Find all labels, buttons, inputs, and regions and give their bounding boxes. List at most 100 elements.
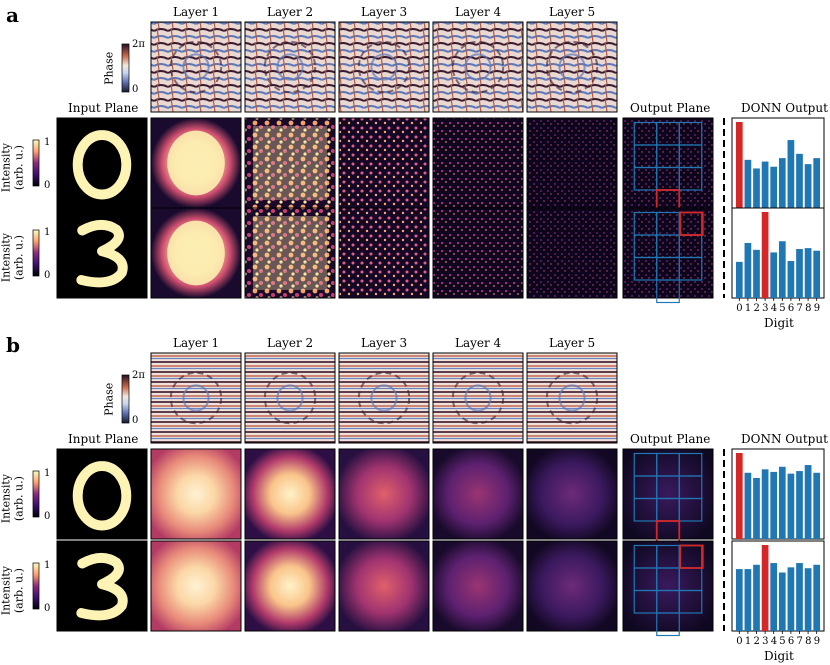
digit-axis-label: Digit — [764, 649, 794, 663]
panel-label: b — [6, 333, 20, 357]
layer-intensity-image — [432, 117, 524, 209]
phase-mask — [432, 21, 524, 113]
detector-cell-highlight — [679, 211, 704, 236]
detector-cell — [678, 589, 703, 614]
input-digit-image — [56, 448, 148, 540]
bar-highlight — [761, 545, 769, 631]
intensity-tick-top: 1 — [44, 468, 51, 479]
layer-title: Layer 1 — [173, 336, 220, 350]
layer-intensity-image — [526, 207, 618, 299]
layer-title: Layer 3 — [361, 336, 408, 350]
donn-output-title: DONN Output — [741, 101, 828, 115]
digit-tick-label: 5 — [779, 303, 786, 314]
bar — [770, 563, 778, 631]
digit-tick-label: 4 — [770, 303, 778, 314]
bar — [744, 569, 752, 631]
intensity-colorbar — [32, 470, 40, 518]
phase-mask — [526, 352, 618, 444]
detector-cell — [678, 166, 703, 191]
layer-intensity-image — [150, 540, 242, 632]
output-plane-detectors — [622, 540, 714, 637]
layer-intensity-image — [338, 117, 430, 209]
bar — [753, 249, 760, 298]
input-plane-title: Input Plane — [68, 101, 139, 115]
output-plane-title: Output Plane — [630, 432, 711, 446]
bar-highlight — [735, 453, 743, 539]
donn-output-bar-chart — [731, 448, 825, 540]
output-plane-title: Output Plane — [630, 101, 711, 115]
digit-tick-label: 4 — [770, 636, 778, 647]
bar — [778, 572, 786, 631]
digit-tick-label: 7 — [796, 303, 803, 314]
output-plane-detectors — [622, 117, 714, 214]
output-plane-detectors — [622, 207, 714, 304]
bar — [753, 477, 760, 539]
digit-tick-label: 6 — [787, 636, 795, 647]
layer-intensity-image — [526, 448, 618, 540]
digit-tick-label: 0 — [736, 303, 743, 314]
detector-cell — [678, 256, 703, 281]
intensity-tick-top: 1 — [44, 227, 51, 238]
intensity-tick-bottom: 0 — [44, 180, 51, 191]
bar — [813, 250, 821, 298]
bar — [770, 252, 778, 298]
intensity-blob — [167, 130, 225, 196]
input-digit-image — [56, 540, 148, 632]
digit-tick-label: 3 — [762, 636, 769, 647]
bar — [787, 261, 795, 298]
bar — [770, 471, 778, 539]
intensity-colorbar — [32, 562, 40, 610]
bar — [804, 164, 812, 208]
phase-mask — [150, 21, 242, 113]
intensity-tick-bottom: 0 — [44, 511, 51, 522]
phase-tick-top: 2π — [132, 370, 145, 381]
digit-tick-label: 1 — [744, 636, 752, 647]
bar — [804, 465, 812, 539]
digit-tick-label: 8 — [805, 303, 812, 314]
layer-intensity-image — [244, 540, 336, 632]
phase-mask — [432, 352, 524, 444]
donn-output-bar-chart — [731, 207, 825, 301]
digit-tick-label: 6 — [787, 303, 795, 314]
intensity-tick-bottom: 0 — [44, 603, 51, 614]
bar — [778, 241, 786, 298]
layer-title: Layer 4 — [455, 336, 502, 350]
digit-tick-label: 0 — [736, 636, 743, 647]
bar — [796, 248, 803, 298]
layer-intensity-image — [338, 540, 430, 632]
bar — [813, 564, 821, 631]
layer-intensity-image — [244, 207, 336, 299]
bar — [744, 472, 752, 539]
layer-intensity-image — [244, 117, 336, 209]
digit-tick-label: 8 — [805, 636, 812, 647]
phase-mask — [526, 21, 618, 113]
detector-cell — [678, 497, 703, 522]
phase-tick-top: 2π — [132, 39, 145, 50]
donn-output-bar-chart — [731, 117, 825, 209]
phase-mask — [150, 352, 242, 444]
bar-highlight — [761, 212, 769, 298]
bar — [813, 472, 821, 539]
bar — [787, 473, 795, 539]
bar — [735, 569, 743, 631]
detector-cell — [656, 279, 680, 304]
layer-intensity-image — [338, 207, 430, 299]
phase-colorbar — [121, 43, 130, 93]
output-plane-detectors — [622, 448, 714, 545]
layer-intensity-image — [338, 448, 430, 540]
phase-axis-label: Phase — [102, 51, 116, 85]
phase-colorbar — [121, 374, 130, 424]
phase-tick-bottom: 0 — [132, 84, 139, 95]
layer-intensity-image — [244, 448, 336, 540]
layer-intensity-image — [526, 540, 618, 632]
detector-cell-highlight — [679, 544, 704, 569]
layer-title: Layer 4 — [455, 5, 502, 19]
bar — [787, 567, 795, 631]
digit-tick-label: 9 — [813, 303, 821, 314]
digit-tick-label: 9 — [813, 636, 821, 647]
layer-title: Layer 2 — [267, 336, 314, 350]
bar — [804, 568, 812, 631]
digit-tick-label: 2 — [753, 636, 760, 647]
bar — [744, 159, 752, 208]
layer-intensity-image — [526, 117, 618, 209]
